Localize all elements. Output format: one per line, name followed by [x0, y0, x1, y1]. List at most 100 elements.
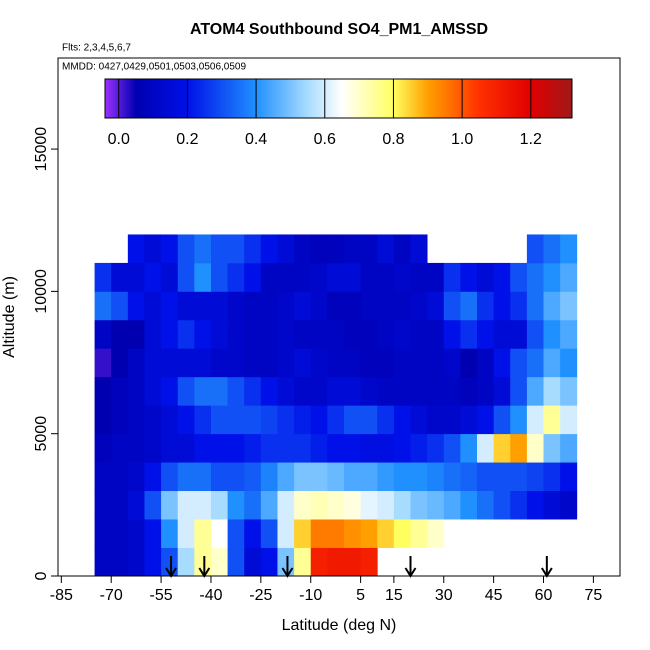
colorbar-tick-label: 0.2: [176, 131, 198, 148]
cell: [177, 319, 195, 349]
x-tick-label: 30: [435, 587, 453, 604]
cell: [194, 547, 212, 577]
cell: [310, 462, 328, 492]
cell: [343, 291, 362, 321]
cell: [377, 405, 395, 435]
cell: [460, 405, 478, 435]
cell: [543, 234, 561, 264]
cell: [194, 490, 212, 520]
cell: [327, 376, 345, 406]
cell: [294, 547, 312, 577]
cell: [227, 490, 245, 520]
cell: [161, 234, 179, 264]
cell: [244, 462, 262, 492]
cell: [227, 462, 245, 492]
cell: [327, 348, 345, 378]
cell: [360, 547, 378, 577]
cell: [460, 433, 478, 463]
cell: [310, 405, 328, 435]
subtitle: Flts: 2,3,4,5,6,7: [62, 43, 131, 54]
cell: [543, 291, 561, 321]
cell: [393, 376, 411, 406]
cell: [127, 376, 145, 406]
cell: [410, 262, 428, 292]
cell: [410, 348, 428, 378]
cell: [377, 433, 395, 463]
x-tick-label: -10: [299, 587, 322, 604]
cell: [327, 234, 345, 264]
x-tick-label: -55: [150, 587, 173, 604]
cell: [260, 262, 278, 292]
cell: [277, 547, 295, 577]
cell: [393, 234, 411, 264]
cell: [377, 462, 395, 492]
x-tick-label: -70: [100, 587, 123, 604]
cell: [294, 433, 312, 463]
cell: [327, 319, 345, 349]
cell: [161, 462, 179, 492]
cell: [360, 234, 378, 264]
cell: [111, 405, 129, 435]
cell: [410, 376, 428, 406]
cell: [177, 462, 195, 492]
cell: [410, 433, 428, 463]
cell: [343, 348, 362, 378]
cell: [161, 319, 179, 349]
cell: [310, 348, 328, 378]
cell: [310, 262, 328, 292]
cell: [111, 462, 129, 492]
cell: [543, 348, 561, 378]
colorbar-tick-label: 1.0: [451, 131, 473, 148]
cell: [294, 376, 312, 406]
cell: [493, 291, 511, 321]
cell: [244, 405, 262, 435]
cell: [427, 462, 445, 492]
cell: [510, 462, 528, 492]
cell: [144, 490, 162, 520]
arrow: [404, 556, 417, 578]
cell: [460, 262, 478, 292]
cell: [327, 490, 345, 520]
cell: [177, 348, 195, 378]
colorbar: [104, 78, 573, 119]
cell: [410, 462, 428, 492]
cell: [244, 376, 262, 406]
cell: [526, 234, 544, 264]
cell: [194, 433, 212, 463]
cell: [194, 234, 212, 264]
cell: [377, 319, 395, 349]
cell: [343, 319, 362, 349]
cell: [94, 262, 112, 292]
cell: [144, 519, 162, 548]
cell: [194, 291, 212, 321]
cell: [310, 319, 328, 349]
cell: [177, 234, 195, 264]
cell: [443, 433, 461, 463]
cell: [477, 319, 495, 349]
cell: [510, 405, 528, 435]
cell: [443, 348, 461, 378]
cell: [144, 348, 162, 378]
cell: [277, 291, 295, 321]
cell: [360, 262, 378, 292]
cell: [194, 462, 212, 492]
cell: [210, 547, 228, 577]
cell: [260, 319, 278, 349]
cell: [410, 319, 428, 349]
cell: [194, 348, 212, 378]
cell: [393, 519, 411, 548]
cell: [161, 291, 179, 321]
cell: [343, 234, 362, 264]
cell: [393, 433, 411, 463]
cell: [260, 519, 278, 548]
cell: [210, 462, 228, 492]
cell: [244, 433, 262, 463]
cell: [443, 319, 461, 349]
cell: [244, 291, 262, 321]
cell: [493, 405, 511, 435]
cell: [177, 519, 195, 548]
cell: [94, 291, 112, 321]
cell: [460, 490, 478, 520]
cell: [493, 490, 511, 520]
